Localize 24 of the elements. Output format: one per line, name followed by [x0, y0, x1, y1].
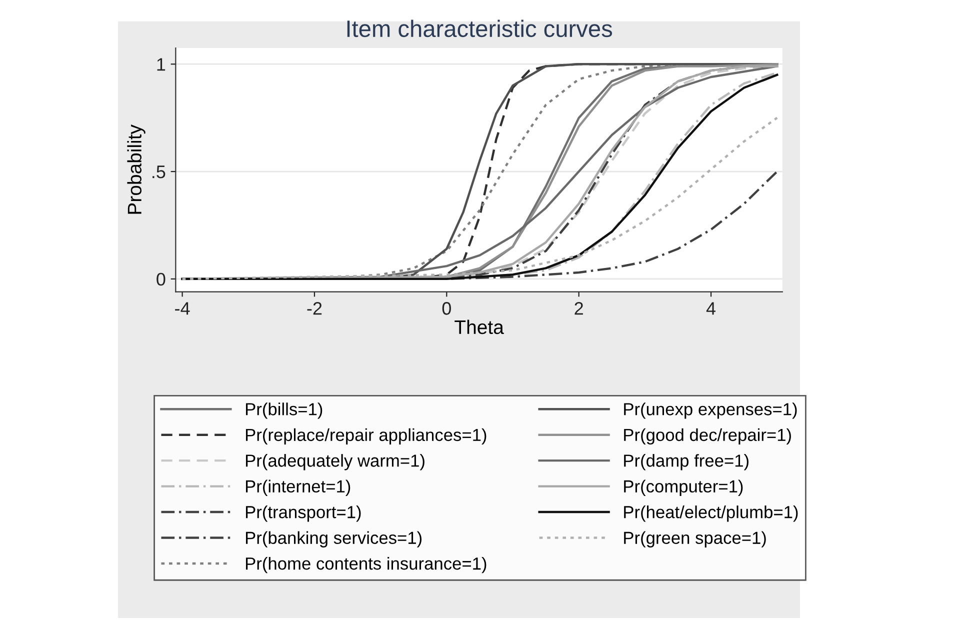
legend-label: Pr(heat/elect/plumb=1)	[624, 506, 798, 522]
chart-title: Item characteristic curves	[347, 20, 612, 38]
y-axis-title: Probability	[127, 124, 146, 214]
legend-label: Pr(transport=1)	[246, 506, 361, 522]
x-tick-label: 0	[442, 302, 451, 315]
x-tick-label: 2	[574, 302, 583, 315]
legend-label: Pr(bills=1)	[246, 402, 322, 419]
y-tick-label: 0	[156, 272, 166, 286]
legend-label: Pr(internet=1)	[246, 480, 350, 496]
legend-label: Pr(unexp expenses=1)	[624, 402, 797, 419]
x-tick-label: -2	[307, 302, 322, 315]
x-tick-label: 4	[706, 302, 716, 315]
legend-label: Pr(home contents insurance=1)	[246, 556, 486, 574]
x-tick-label: -4	[175, 302, 190, 315]
legend-label: Pr(good dec/repair=1)	[624, 428, 791, 445]
legend-label: Pr(adequately warm=1)	[246, 454, 424, 470]
legend-label: Pr(banking services=1)	[246, 531, 422, 548]
legend-label: Pr(replace/repair appliances=1)	[246, 428, 486, 445]
legend-label: Pr(green space=1)	[624, 531, 766, 548]
y-tick-label: .5	[152, 166, 166, 178]
x-axis-title: Theta	[454, 320, 504, 334]
legend-label: Pr(computer=1)	[624, 480, 743, 496]
y-tick-label: 1	[157, 58, 166, 71]
legend-label: Pr(damp free=1)	[624, 454, 748, 470]
